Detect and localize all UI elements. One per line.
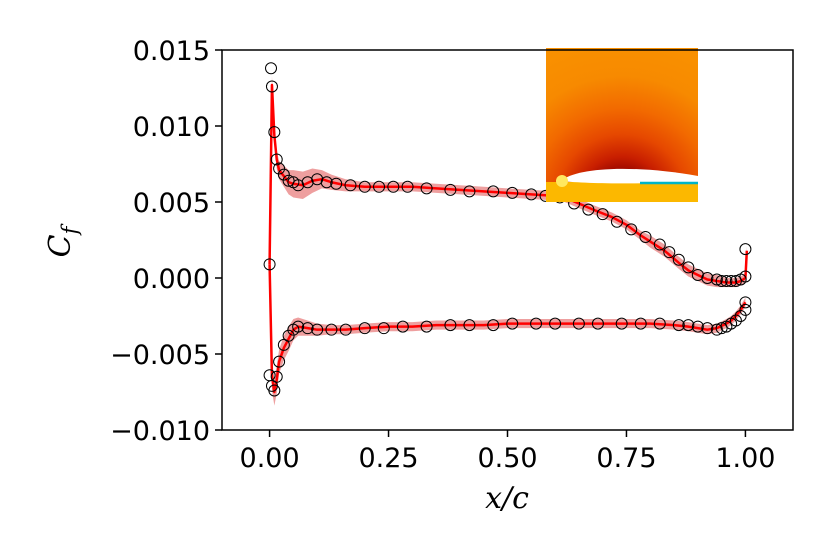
observed-point-upper — [739, 243, 752, 256]
observed-point-lower — [311, 323, 324, 336]
x-axis-ticks: 0.00 0.25 0.50 0.75 1.00 — [240, 430, 775, 474]
observed-point-upper — [582, 203, 595, 216]
inset-stagnation-point — [556, 175, 568, 187]
plot-frame — [221, 49, 794, 431]
contour-inset — [546, 48, 698, 202]
observed-point-lower — [339, 323, 352, 336]
observed-point-lower — [591, 317, 604, 330]
observed-point-lower — [420, 320, 433, 333]
observed-point-upper — [401, 180, 414, 193]
observed-point-lower — [268, 384, 281, 397]
observed-point-upper — [444, 183, 457, 196]
observed-point-lower — [615, 317, 628, 330]
y-tick-label: −0.010 — [110, 416, 210, 447]
observed-point-upper — [710, 273, 723, 286]
observed-point-upper — [725, 275, 738, 288]
svg-text:Cf: Cf — [43, 223, 82, 257]
x-tick-label: 1.00 — [715, 443, 775, 474]
observed-point-lower — [682, 319, 695, 332]
y-tick-label: 0.005 — [133, 188, 210, 219]
observed-point-lower — [463, 319, 476, 332]
observed-point-lower — [530, 317, 543, 330]
observed-point-upper — [729, 275, 742, 288]
observed-point-lower — [325, 323, 338, 336]
observed-point-upper — [596, 208, 609, 221]
x-tick-label: 0.25 — [358, 443, 418, 474]
observed-point-upper — [344, 179, 357, 192]
prediction-line-lower — [268, 264, 747, 394]
observed-point-upper — [263, 258, 276, 271]
observed-point-lower — [270, 370, 283, 383]
observed-point-lower — [734, 310, 747, 322]
y-axis-label: Cf — [43, 223, 82, 257]
observed-point-upper — [720, 275, 733, 288]
y-tick-label: 0.010 — [133, 112, 210, 143]
observed-point-lower — [572, 317, 585, 330]
uncertainty-bands — [269, 75, 747, 406]
y-tick-label: 0.015 — [133, 36, 210, 67]
observed-point-lower — [634, 317, 647, 330]
x-axis-label: x/c — [485, 481, 529, 516]
observed-point-lower — [282, 329, 295, 342]
observed-point-upper — [273, 162, 286, 175]
observed-point-lower — [729, 314, 742, 327]
inset-airfoil-shape — [561, 168, 698, 184]
observed-point-upper — [639, 230, 652, 243]
observed-point-lower — [506, 317, 519, 330]
observed-point-upper — [373, 180, 386, 193]
observed-point-lower — [396, 320, 409, 333]
observed-point-lower — [739, 296, 752, 309]
observed-point-lower — [549, 317, 562, 330]
observed-point-lower — [487, 319, 500, 332]
observed-point-lower — [358, 322, 371, 335]
observed-point-upper — [653, 238, 666, 251]
observed-point-upper — [672, 253, 685, 266]
observed-point-lower — [739, 303, 752, 316]
x-tick-label: 0.00 — [240, 443, 300, 474]
observed-point-upper — [682, 261, 695, 274]
observed-point-upper — [387, 180, 400, 193]
observed-point-lower — [273, 355, 286, 368]
observed-point-upper — [625, 223, 638, 236]
observed-point-upper — [506, 186, 519, 199]
observed-point-lower — [301, 322, 314, 335]
observed-point-upper — [715, 275, 728, 288]
y-tick-label: 0.000 — [133, 264, 210, 295]
observed-point-upper — [270, 153, 283, 166]
observed-point-upper — [265, 80, 278, 93]
observed-point-lower — [672, 319, 685, 332]
observed-point-upper — [268, 126, 281, 139]
observed-point-lower — [701, 322, 714, 335]
uncertainty-band-lower — [269, 259, 746, 406]
x-tick-label: 0.75 — [596, 443, 656, 474]
observed-point-upper — [320, 176, 333, 189]
y-axis-ticks: −0.010 −0.005 0.000 0.005 0.010 0.015 — [110, 36, 222, 447]
observed-point-upper — [420, 182, 433, 195]
x-tick-label: 0.50 — [477, 443, 537, 474]
observed-point-upper — [663, 246, 676, 259]
observed-point-lower — [653, 317, 666, 330]
observed-point-lower — [715, 322, 728, 335]
observed-point-upper — [277, 168, 290, 181]
inset-freestream-band — [546, 182, 698, 202]
observed-point-lower — [691, 320, 704, 333]
y-tick-label: −0.005 — [110, 340, 210, 371]
observed-point-upper — [463, 185, 476, 198]
observed-point-upper — [739, 270, 752, 283]
observed-point-upper — [487, 185, 500, 198]
observed-point-upper — [358, 180, 371, 193]
observed-point-upper — [525, 188, 538, 201]
observed-point-upper — [265, 62, 278, 75]
observed-point-upper — [701, 272, 714, 284]
observed-point-lower — [377, 322, 390, 335]
observed-point-upper — [610, 215, 623, 228]
observed-point-lower — [292, 320, 305, 333]
observed-point-lower — [444, 319, 457, 332]
observed-point-upper — [282, 174, 295, 187]
observed-point-upper — [330, 177, 343, 190]
